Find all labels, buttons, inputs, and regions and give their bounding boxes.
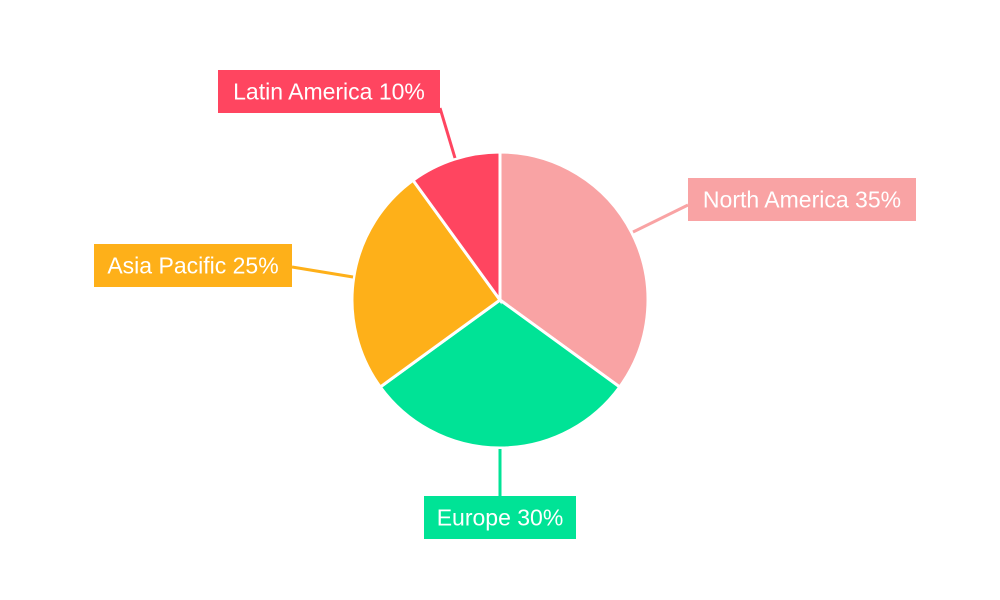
data-label-europe: Europe 30% xyxy=(437,505,564,531)
leader-line-asia-pacific xyxy=(291,265,354,279)
pie-slice-latin-america[interactable] xyxy=(410,150,502,305)
data-label-latin-america: Latin America 10% xyxy=(233,79,425,105)
data-label-box-north-america xyxy=(688,178,916,221)
data-label-box-asia-pacific xyxy=(94,244,292,287)
leader-line-latin-america xyxy=(438,107,457,159)
pie-slice-asia-pacific[interactable] xyxy=(350,178,503,390)
data-label-box-latin-america xyxy=(218,70,440,113)
data-label-asia-pacific: Asia Pacific 25% xyxy=(107,253,278,279)
data-label-north-america: North America 35% xyxy=(703,187,901,213)
pie-slice-north-america[interactable] xyxy=(498,150,650,390)
pie-slice-europe[interactable] xyxy=(378,298,622,450)
leader-line-north-america xyxy=(632,203,689,234)
data-label-box-europe xyxy=(424,496,576,539)
